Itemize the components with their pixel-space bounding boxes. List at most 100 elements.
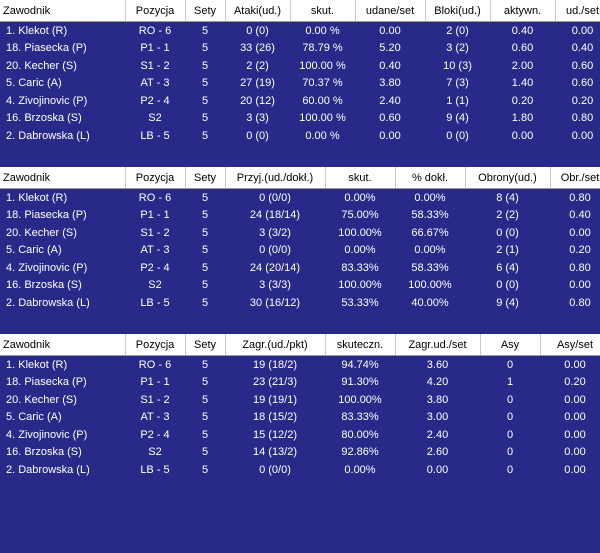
player-row: 18. Piasecka (P) P1 - 1 5 33 (26) 78.79 % 5.2… (0, 40, 600, 58)
player-row: 1. Klekot (R) RO - 6 5 19 (18/2) 94.74% 3.60 0… (0, 356, 600, 374)
stat-cell: AT - 3 (140, 411, 170, 424)
column-header: ud./set (555, 0, 600, 22)
stat-cell: 5 (201, 94, 209, 107)
stat-cell: 0 (506, 446, 514, 459)
column-header: skut. (290, 0, 356, 22)
stat-cell: 0.00 (379, 129, 401, 142)
stat-cell: 2 (2) (496, 209, 519, 222)
stat-cell: AT - 3 (140, 244, 170, 257)
stat-cell: 92.86% (341, 446, 379, 459)
stat-cell: 5.20 (379, 42, 401, 55)
stat-cell: 15 (12/2) (252, 428, 298, 441)
stat-cell: 3 (3) (246, 112, 269, 125)
stat-cell: 60.00 % (302, 94, 343, 107)
stat-cell: 3.80 (426, 393, 449, 406)
stat-cell: 0 (0) (496, 279, 519, 292)
stat-cell: 1 (506, 376, 514, 389)
stat-cell: 0.60 (571, 77, 594, 90)
player-row: 4. Zivojinovic (P) P2 - 4 5 24 (20/14) 83.33… (0, 259, 600, 277)
stat-cell: 0.00% (344, 244, 376, 257)
stat-cell: 0 (0) (496, 226, 519, 239)
stat-cell: 2 (2) (246, 59, 269, 72)
stat-cell: 0.40 (379, 59, 401, 72)
stat-cell: 0.00 (564, 393, 586, 406)
player-name: 16. Brzoska (S) (6, 446, 82, 459)
stat-cell: 4.20 (426, 376, 449, 389)
stat-cell: 100.00 % (299, 59, 346, 72)
stat-cell: 23 (21/3) (252, 376, 298, 389)
stat-cell: 5 (201, 411, 209, 424)
stat-cell: 0.00 (564, 463, 586, 476)
stat-cell: 75.00% (341, 209, 379, 222)
stat-cell: 2 (1) (496, 244, 519, 257)
column-header: Sety (185, 0, 226, 22)
stat-cell: LB - 5 (140, 463, 170, 476)
player-row: 18. Piasecka (P) P1 - 1 5 23 (21/3) 91.30% 4.… (0, 374, 600, 392)
stat-cell: P1 - 1 (140, 376, 170, 389)
stat-cell: 5 (201, 42, 209, 55)
stat-cell: 3 (2) (446, 42, 469, 55)
stat-cell: S2 (148, 279, 162, 292)
stat-cell: S1 - 2 (140, 226, 170, 239)
player-name: 18. Piasecka (P) (6, 376, 87, 389)
column-header: Zawodnik (0, 334, 126, 356)
player-name: 20. Kecher (S) (6, 226, 77, 239)
stat-cell: 0.80 (569, 296, 591, 309)
stat-cell: 100.00% (338, 393, 382, 406)
stat-cell: 2.60 (426, 446, 449, 459)
stat-cell: 0.20 (564, 376, 586, 389)
player-name: 2. Dabrowska (L) (6, 463, 90, 476)
stat-cell: 3 (3/3) (259, 279, 291, 292)
stat-cell: 0.00 (569, 279, 591, 292)
stat-cell: 0 (506, 463, 514, 476)
stat-cell: P1 - 1 (140, 209, 170, 222)
stat-cell: 3.60 (426, 358, 449, 371)
player-name: 20. Kecher (S) (6, 59, 77, 72)
stat-cell: 0.80 (569, 191, 591, 204)
column-header: Zagr.ud./set (395, 334, 481, 356)
stat-cell: 0.40 (511, 24, 534, 37)
player-row: 4. Zivojinovic (P) P2 - 4 5 20 (12) 60.00 % 2… (0, 92, 600, 110)
stat-cell: 0.20 (569, 244, 591, 257)
stat-cell: 91.30% (341, 376, 379, 389)
stat-cell: 5 (201, 296, 209, 309)
player-name: 1. Klekot (R) (6, 24, 68, 37)
stat-cell: S1 - 2 (140, 59, 170, 72)
stat-cell: 0 (0) (246, 24, 269, 37)
player-name: 16. Brzoska (S) (6, 279, 82, 292)
stat-cell: 9 (4) (446, 112, 469, 125)
stat-cell: 1.40 (511, 77, 534, 90)
column-header: skut. (325, 167, 396, 189)
stat-cell: 0 (0) (246, 129, 269, 142)
stats-table: Zawodnik Pozycja Sety Zagr.(ud./pkt) skutecz… (0, 334, 600, 479)
stat-cell: 5 (201, 279, 209, 292)
column-header: Zagr.(ud./pkt) (225, 334, 326, 356)
stat-cell: 58.33% (411, 261, 449, 274)
column-header: Pozycja (125, 0, 186, 22)
header-row: Zawodnik Pozycja Sety Przyj.(ud./dokł.) skut… (0, 167, 600, 189)
stat-cell: 0.00 (571, 129, 594, 142)
stat-cell: 0 (506, 428, 514, 441)
stat-cell: 27 (19) (240, 77, 275, 90)
stat-cell: 9 (4) (496, 296, 519, 309)
player-name: 5. Caric (A) (6, 77, 62, 90)
stat-cell: 24 (20/14) (249, 261, 301, 274)
stat-cell: 3 (3/2) (259, 226, 291, 239)
stat-cell: 0 (0/0) (259, 463, 291, 476)
column-header: udane/set (355, 0, 426, 22)
player-row: 5. Caric (A) AT - 3 5 27 (19) 70.37 % 3.80 7 (… (0, 75, 600, 93)
stats-table: Zawodnik Pozycja Sety Ataki(ud.) skut. udane/… (0, 0, 600, 145)
stat-cell: 66.67% (411, 226, 449, 239)
column-header: Asy/set (540, 334, 600, 356)
stat-cell: 5 (201, 463, 209, 476)
stat-cell: LB - 5 (140, 129, 170, 142)
stat-cell: 1 (1) (446, 94, 469, 107)
stat-cell: 24 (18/14) (249, 209, 301, 222)
stat-cell: S1 - 2 (140, 393, 170, 406)
column-header: aktywn. (490, 0, 556, 22)
stat-cell: 83.33% (341, 411, 379, 424)
stat-cell: 5 (201, 261, 209, 274)
stat-cell: 5 (201, 129, 209, 142)
column-header: skuteczn. (325, 334, 396, 356)
player-name: 2. Dabrowska (L) (6, 129, 90, 142)
